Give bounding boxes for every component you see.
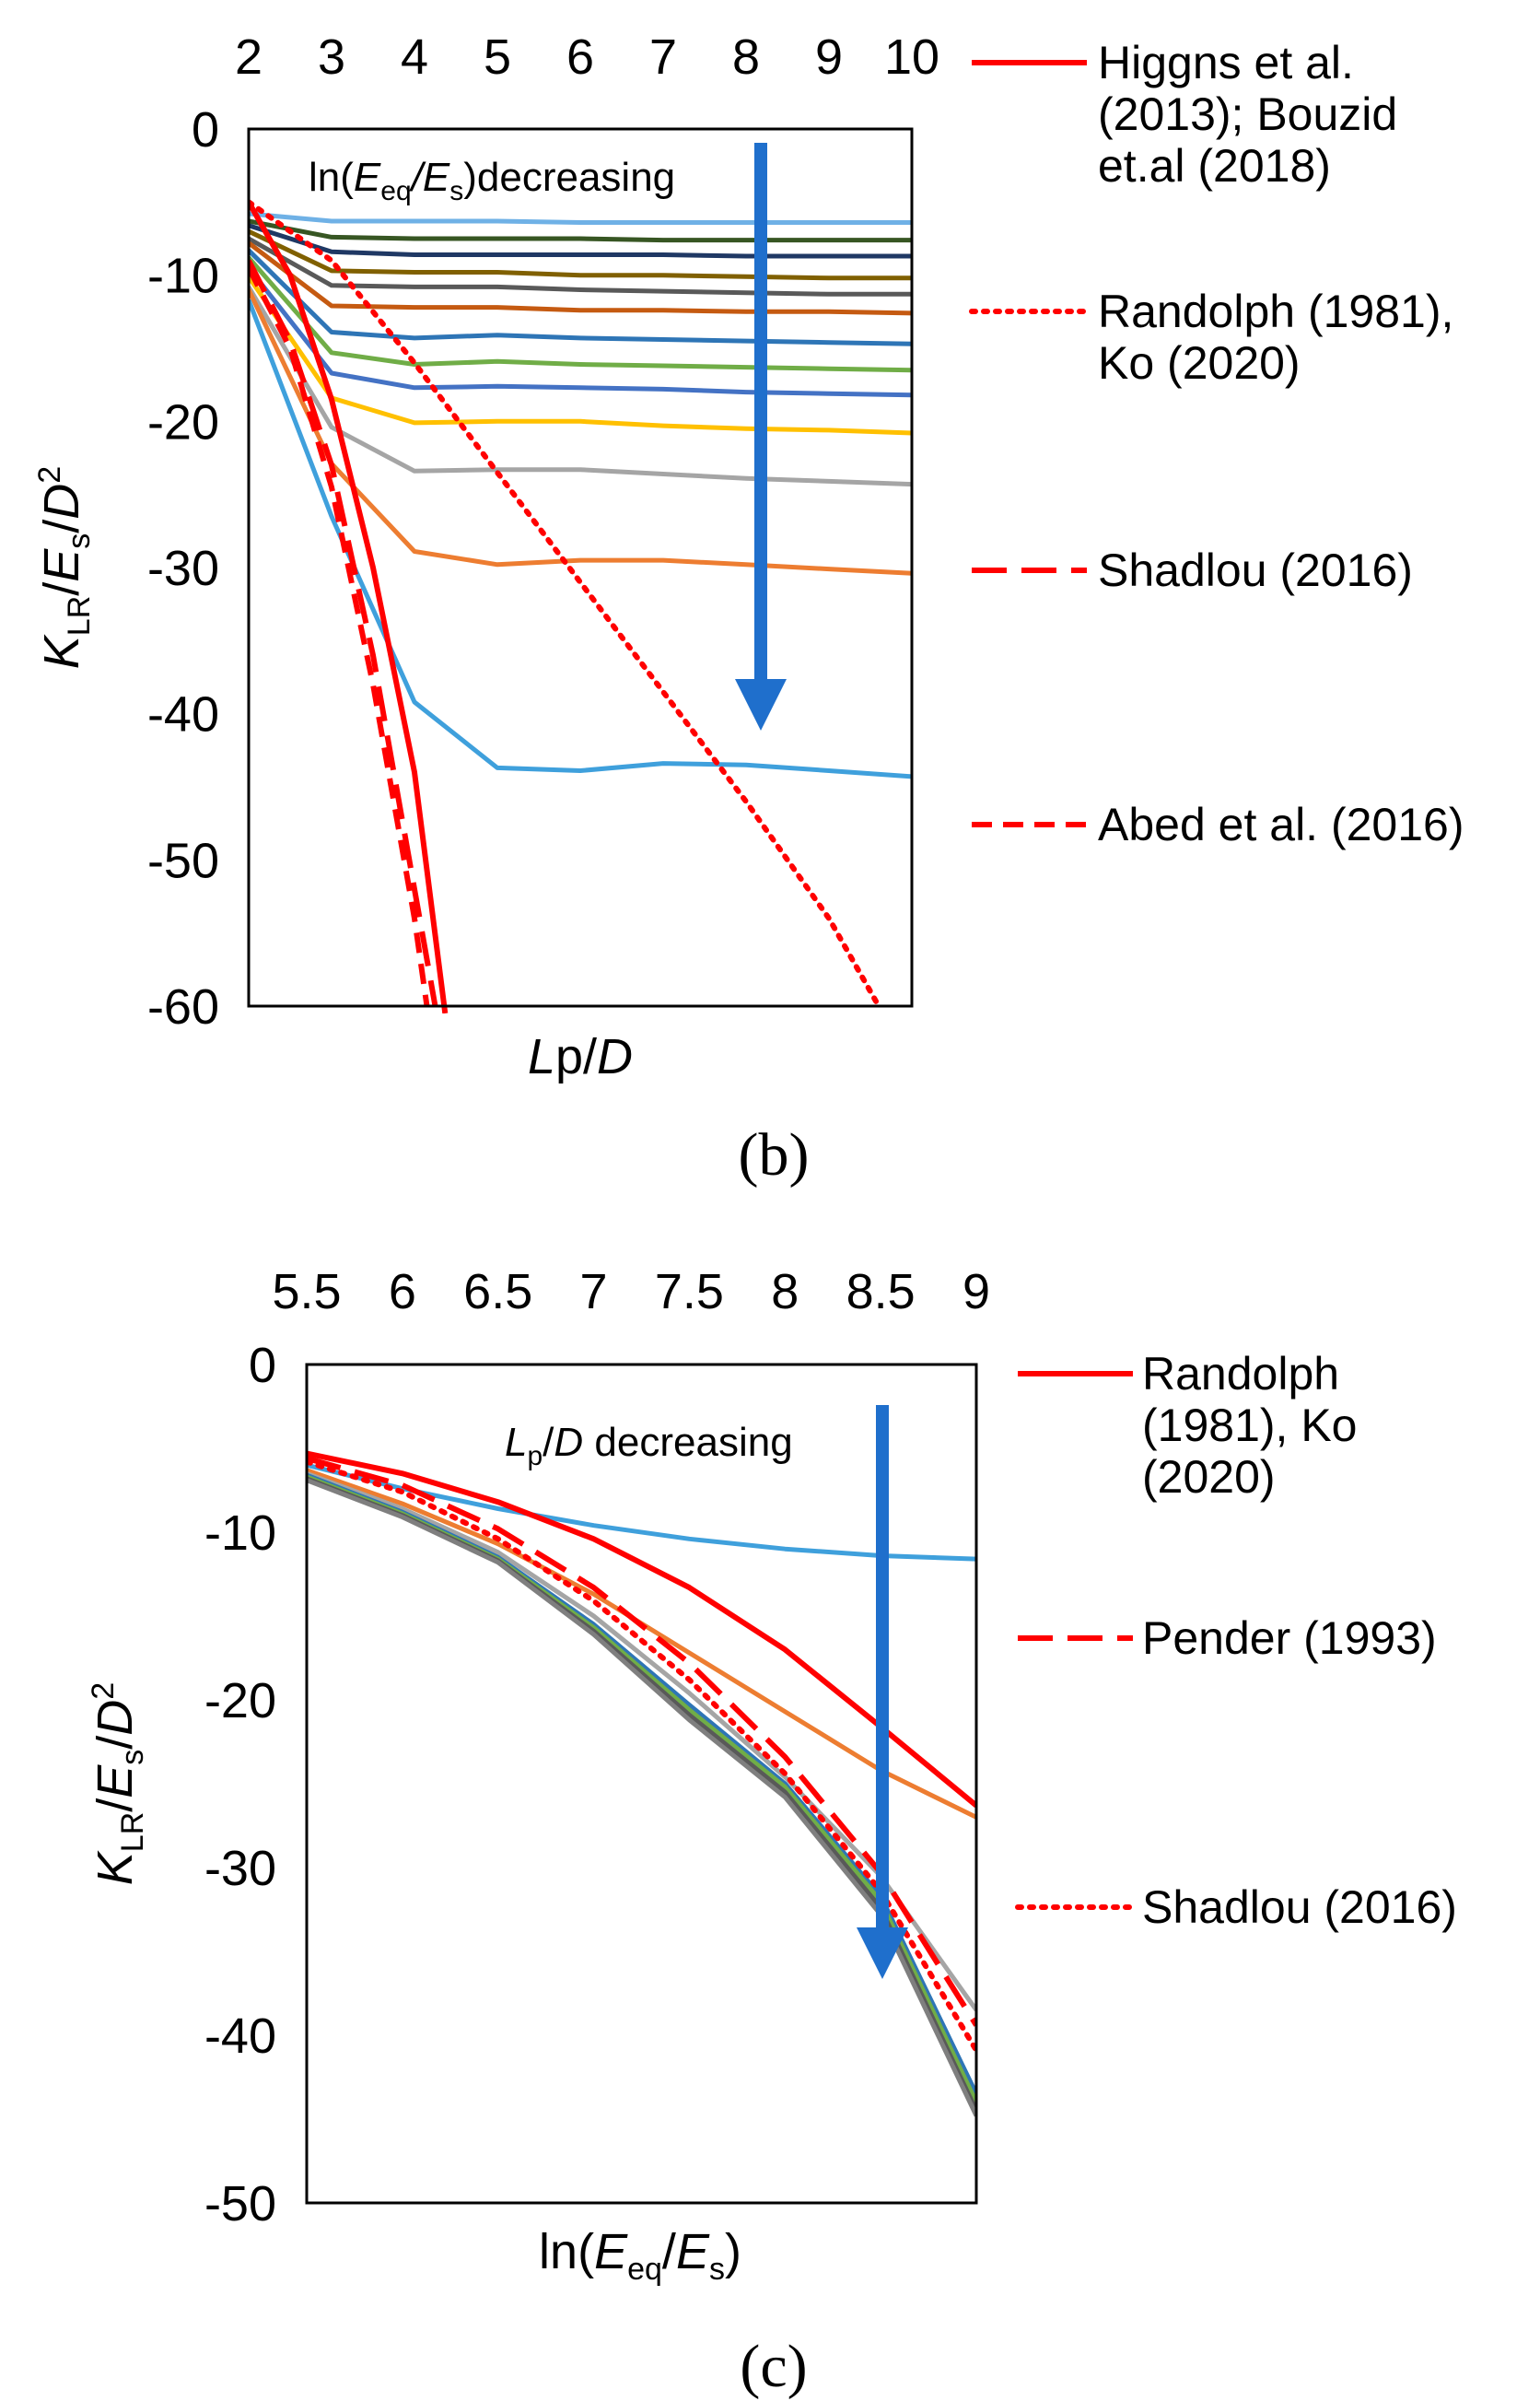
series-line bbox=[307, 1478, 976, 2117]
x-tick-label: 3 bbox=[318, 29, 345, 85]
y-tick-label: -40 bbox=[147, 687, 219, 743]
series-group bbox=[307, 1450, 976, 2117]
legend-label: (2020) bbox=[1142, 1451, 1276, 1503]
x-tick-label: 6 bbox=[566, 29, 594, 85]
series-line bbox=[307, 1470, 976, 2012]
x-tick-label: 5.5 bbox=[272, 1264, 341, 1319]
series-line bbox=[249, 228, 912, 281]
x-tick-label: 8.5 bbox=[846, 1264, 916, 1319]
series-line bbox=[249, 266, 912, 398]
series-line-shadlou-2016 bbox=[249, 259, 438, 1007]
series-line bbox=[249, 211, 912, 225]
series-line-pender-1993 bbox=[307, 1456, 976, 2027]
panel-label-c: (c) bbox=[740, 2333, 807, 2400]
y-tick-label: -30 bbox=[147, 541, 219, 596]
chart-panel-b: 2 3 4 5 6 7 8 9 10 0 -10 -20 -30 -40 -50 -60 ln(Eeq/Es… bbox=[32, 29, 1464, 1189]
series-line-randolph-1981-ko-2020 bbox=[307, 1450, 976, 1809]
y-tick-label: -20 bbox=[204, 1673, 276, 1728]
x-tick-label: 7 bbox=[580, 1264, 608, 1319]
plot-area-frame bbox=[247, 127, 914, 1008]
series-line-shadlou-2016 bbox=[307, 1458, 976, 2054]
x-tick-label: 6.5 bbox=[463, 1264, 532, 1319]
x-tick-label: 4 bbox=[401, 29, 428, 85]
legend-label: Pender (1993) bbox=[1142, 1612, 1437, 1664]
series-line bbox=[249, 223, 912, 259]
legend-label: et.al (2018) bbox=[1098, 140, 1331, 192]
x-tick-label: 8 bbox=[771, 1264, 799, 1319]
y-tick-labels: 0 -10 -20 -30 -40 -50 bbox=[204, 1338, 276, 2231]
series-line-higgns-et-al-2013-bouzid-et-al-2018 bbox=[249, 200, 449, 1013]
x-tick-label: 7 bbox=[649, 29, 677, 85]
x-tick-label: 5 bbox=[484, 29, 511, 85]
legend-label: (2013); Bouzid bbox=[1098, 88, 1397, 140]
y-tick-label: -50 bbox=[204, 2176, 276, 2231]
y-tick-label: -20 bbox=[147, 394, 219, 450]
series-line-abed-et-al-2016 bbox=[249, 266, 430, 1007]
legend-label: Higgns et al. bbox=[1098, 37, 1354, 88]
series-line bbox=[249, 240, 912, 316]
annotation-text: ln(Eeq/Es)decreasing bbox=[309, 155, 675, 206]
y-tick-label: -10 bbox=[204, 1505, 276, 1561]
series-line bbox=[249, 218, 912, 243]
legend: Randolph(1981), Ko(2020) Pender (1993) Sha… bbox=[1015, 1348, 1457, 1933]
legend-label: Randolph bbox=[1142, 1348, 1339, 1400]
series-line bbox=[307, 1476, 976, 2112]
legend-label: Randolph (1981), bbox=[1098, 286, 1453, 337]
plot-area-frame bbox=[305, 1363, 978, 2205]
x-tick-label: 8 bbox=[732, 29, 760, 85]
series-line bbox=[249, 248, 912, 346]
x-tick-label: 9 bbox=[962, 1264, 990, 1319]
series-line bbox=[249, 255, 912, 373]
x-tick-label: 6 bbox=[389, 1264, 416, 1319]
x-axis-label: ln(Eeq/Es) bbox=[539, 2224, 741, 2287]
series-line bbox=[249, 299, 912, 779]
y-tick-label: 0 bbox=[249, 1338, 276, 1393]
legend-label: (1981), Ko bbox=[1142, 1400, 1357, 1451]
y-tick-label: 0 bbox=[192, 102, 219, 158]
series-line bbox=[249, 288, 912, 576]
annotation-text: Lp/D decreasing bbox=[505, 1420, 793, 1471]
series-line bbox=[249, 236, 912, 297]
panel-label-b: (b) bbox=[739, 1121, 810, 1189]
series-line bbox=[307, 1472, 976, 2095]
legend-label: Shadlou (2016) bbox=[1098, 545, 1413, 596]
series-line-randolph-1981-ko-2020 bbox=[249, 199, 881, 1009]
x-tick-label: 2 bbox=[235, 29, 262, 85]
series-line bbox=[249, 286, 912, 487]
y-tick-label: -60 bbox=[147, 979, 219, 1035]
series-line bbox=[307, 1474, 976, 2103]
y-tick-label: -40 bbox=[204, 2009, 276, 2064]
x-tick-label: 9 bbox=[815, 29, 843, 85]
x-tick-label: 7.5 bbox=[655, 1264, 724, 1319]
x-axis-label: Lp/D bbox=[528, 1029, 633, 1084]
legend-label: Abed et al. (2016) bbox=[1098, 799, 1464, 850]
x-tick-label: 10 bbox=[884, 29, 939, 85]
series-group bbox=[249, 199, 912, 1013]
y-tick-label: -50 bbox=[147, 833, 219, 888]
chart-panel-c: 5.5 6 6.5 7 7.5 8 8.5 9 0 -10 -20 -30 -40 -50 Lp/D d… bbox=[86, 1264, 1457, 2400]
y-axis-label: KLR/Es/D2 bbox=[86, 1682, 150, 1885]
y-axis-label: KLR/Es/D2 bbox=[32, 466, 97, 669]
legend-label: Ko (2020) bbox=[1098, 337, 1301, 389]
y-tick-labels: 0 -10 -20 -30 -40 -50 -60 bbox=[147, 102, 219, 1035]
legend-label: Shadlou (2016) bbox=[1142, 1881, 1457, 1933]
series-line bbox=[249, 275, 912, 436]
y-tick-label: -30 bbox=[204, 1841, 276, 1896]
x-tick-labels: 2 3 4 5 6 7 8 9 10 bbox=[235, 29, 939, 85]
x-tick-labels: 5.5 6 6.5 7 7.5 8 8.5 9 bbox=[272, 1264, 990, 1319]
y-tick-label: -10 bbox=[147, 249, 219, 304]
